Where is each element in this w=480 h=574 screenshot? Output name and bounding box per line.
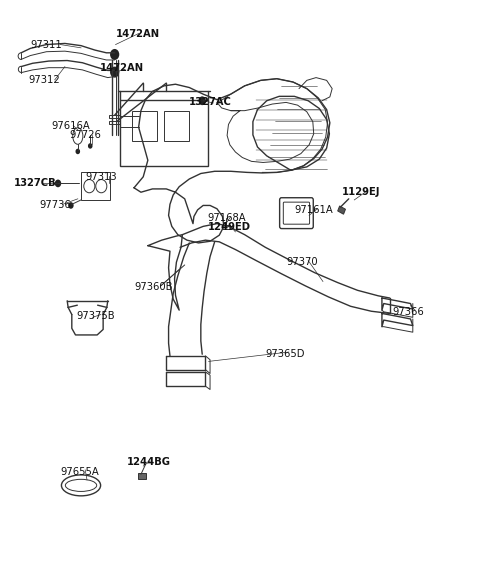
Text: 97168A: 97168A bbox=[208, 212, 246, 223]
Text: 1327CB: 1327CB bbox=[14, 179, 57, 188]
Circle shape bbox=[110, 67, 119, 77]
Text: 97365D: 97365D bbox=[265, 349, 305, 359]
Text: 97312: 97312 bbox=[28, 75, 60, 86]
Text: 97360B: 97360B bbox=[134, 282, 172, 292]
Text: 97311: 97311 bbox=[30, 40, 62, 49]
Text: 1249ED: 1249ED bbox=[208, 223, 251, 232]
Text: 1244BG: 1244BG bbox=[127, 457, 171, 467]
Text: 97726: 97726 bbox=[70, 130, 101, 141]
Text: 97655A: 97655A bbox=[60, 467, 99, 476]
Text: 97161A: 97161A bbox=[294, 205, 333, 215]
FancyBboxPatch shape bbox=[138, 473, 146, 479]
Bar bbox=[338, 206, 346, 214]
Circle shape bbox=[75, 149, 80, 154]
Text: 97313: 97313 bbox=[85, 172, 117, 182]
Circle shape bbox=[68, 202, 73, 209]
Text: 97736: 97736 bbox=[39, 200, 72, 211]
Text: 97366: 97366 bbox=[392, 307, 424, 317]
Text: 1472AN: 1472AN bbox=[116, 29, 160, 38]
Text: 97616A: 97616A bbox=[51, 121, 90, 131]
Bar bbox=[120, 100, 208, 166]
Circle shape bbox=[110, 49, 119, 60]
Circle shape bbox=[199, 96, 206, 105]
Text: 1129EJ: 1129EJ bbox=[341, 187, 380, 197]
Circle shape bbox=[55, 180, 61, 187]
Text: 97375B: 97375B bbox=[76, 311, 115, 321]
Text: 1472AN: 1472AN bbox=[99, 63, 144, 73]
Bar bbox=[81, 172, 109, 200]
Text: 1327AC: 1327AC bbox=[189, 98, 232, 107]
Text: 97370: 97370 bbox=[286, 257, 318, 267]
Circle shape bbox=[88, 143, 93, 149]
